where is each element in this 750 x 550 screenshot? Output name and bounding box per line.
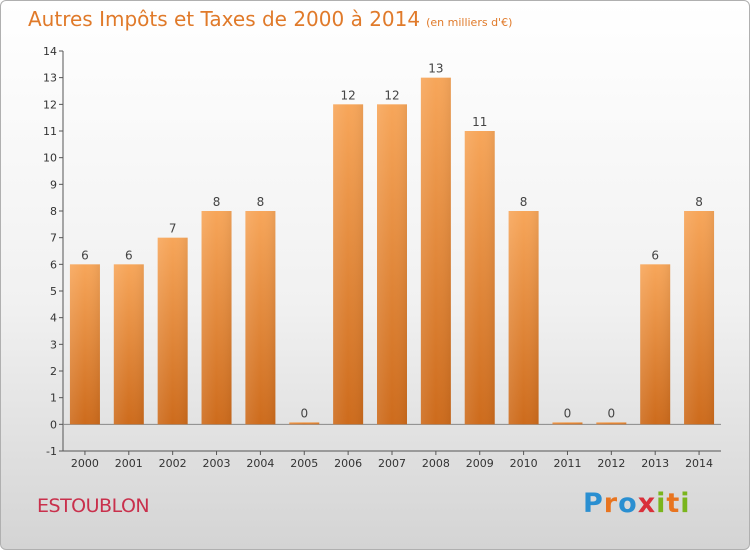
bar-sheen-2000	[69, 264, 100, 425]
y-tick-label: 11	[43, 125, 57, 138]
logo-letter: P	[583, 488, 604, 519]
y-tick-label: 1	[50, 392, 57, 405]
data-label-2003: 8	[213, 195, 221, 209]
x-tick-label-2000: 2000	[71, 457, 99, 470]
y-tick-label: -1	[46, 445, 57, 458]
data-label-2002: 7	[169, 222, 177, 236]
x-tick-label-2005: 2005	[290, 457, 318, 470]
bar-sheen-2001	[113, 264, 144, 425]
y-tick-label: 2	[50, 365, 57, 378]
logo-letter: t	[666, 488, 681, 519]
data-label-2007: 12	[384, 88, 399, 102]
data-label-2012: 0	[608, 406, 616, 420]
y-tick-label: 8	[50, 205, 57, 218]
x-tick-label-2007: 2007	[378, 457, 406, 470]
x-tick-label-2011: 2011	[553, 457, 581, 470]
y-tick-label: 12	[43, 98, 57, 111]
data-label-2005: 0	[300, 406, 308, 420]
x-tick-label-2001: 2001	[115, 457, 143, 470]
y-tick-label: 3	[50, 338, 57, 351]
bar-sheen-2007	[377, 104, 407, 425]
x-tick-label-2010: 2010	[510, 457, 538, 470]
x-tick-label-2013: 2013	[641, 457, 669, 470]
logo-letter: r	[603, 488, 619, 519]
data-label-2014: 8	[695, 195, 703, 209]
y-tick-label: 4	[50, 312, 57, 325]
data-label-2009: 11	[472, 115, 487, 129]
y-tick-label: 14	[43, 45, 57, 58]
y-tick-label: 7	[50, 232, 57, 245]
bar-sheen-2012	[596, 422, 627, 425]
bar-sheen-2003	[201, 211, 232, 425]
y-tick-label: 9	[50, 178, 57, 191]
bar-sheen-2006	[333, 104, 364, 425]
y-tick-label: 5	[50, 285, 57, 298]
bar-sheen-2008	[420, 77, 451, 425]
bar-sheen-2013	[640, 264, 671, 425]
y-tick-label: 13	[43, 72, 57, 85]
bar-sheen-2002	[157, 237, 188, 425]
bar-sheen-2004	[245, 211, 276, 425]
bar-sheen-2009	[464, 131, 495, 425]
data-label-2001: 6	[125, 248, 133, 262]
x-tick-label-2008: 2008	[422, 457, 450, 470]
data-label-2000: 6	[81, 248, 89, 262]
bar-sheen-2014	[684, 211, 715, 425]
commune-name: ESTOUBLON	[37, 495, 150, 517]
logo-letter: i	[680, 488, 691, 519]
logo-letter: x	[637, 488, 657, 519]
x-tick-label-2003: 2003	[203, 457, 231, 470]
data-label-2010: 8	[520, 195, 528, 209]
data-label-2011: 0	[564, 406, 572, 420]
bar-sheen-2010	[508, 211, 539, 425]
data-label-2008: 13	[428, 62, 443, 76]
data-label-2013: 6	[651, 248, 659, 262]
data-label-2006: 12	[340, 88, 355, 102]
logo-letter: o	[618, 488, 638, 519]
bar-sheen-2005	[289, 422, 320, 425]
x-tick-label-2006: 2006	[334, 457, 362, 470]
proxiti-logo: Proxiti	[583, 488, 691, 519]
bar-sheen-2011	[552, 422, 583, 425]
title-text: Autres Impôts et Taxes de 2000 à 2014	[28, 7, 421, 31]
y-tick-label: 10	[43, 152, 57, 165]
y-tick-label: 0	[50, 418, 57, 431]
y-tick-label: 6	[50, 258, 57, 271]
chart-subtitle: (en milliers d'€)	[426, 16, 513, 29]
logo-letter: i	[656, 488, 667, 519]
x-tick-label-2002: 2002	[159, 457, 187, 470]
x-tick-label-2009: 2009	[466, 457, 494, 470]
x-tick-label-2014: 2014	[685, 457, 713, 470]
chart-title: Autres Impôts et Taxes de 2000 à 2014 (en…	[28, 7, 512, 31]
data-label-2004: 8	[257, 195, 265, 209]
x-tick-label-2004: 2004	[246, 457, 274, 470]
x-tick-label-2012: 2012	[597, 457, 625, 470]
